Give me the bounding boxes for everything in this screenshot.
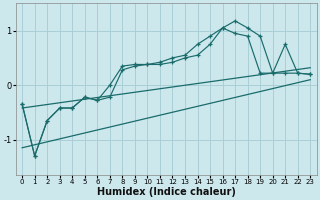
X-axis label: Humidex (Indice chaleur): Humidex (Indice chaleur) <box>97 187 236 197</box>
